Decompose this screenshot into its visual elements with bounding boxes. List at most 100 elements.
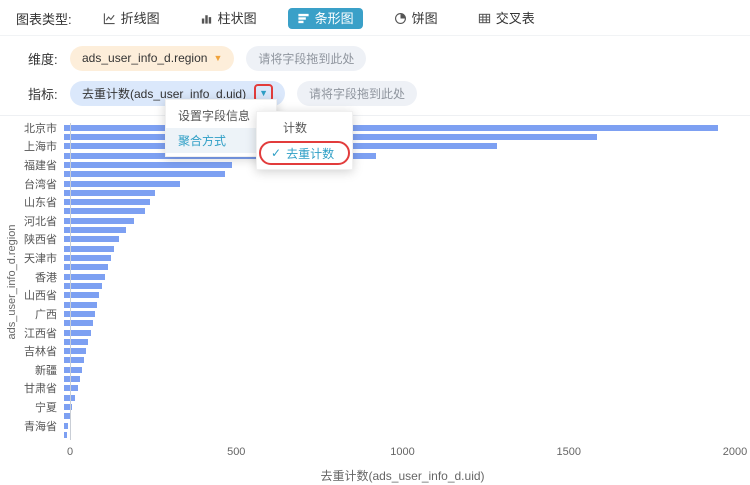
chart-type-button-line-chart[interactable]: 折线图	[94, 8, 169, 29]
menu-item-label: 聚合方式	[178, 134, 227, 148]
bar-row: 宁夏	[0, 402, 735, 414]
bar-row	[0, 151, 735, 160]
y-axis-category-label: 北京市	[24, 122, 57, 135]
bar	[64, 217, 135, 224]
bar-cell	[64, 384, 735, 393]
bar	[64, 422, 69, 429]
bar	[64, 292, 100, 299]
bar	[64, 431, 68, 438]
bar-row	[0, 393, 735, 402]
bar-row: 香港	[0, 272, 735, 284]
chart-type-button-label: 柱状图	[217, 10, 257, 26]
bar-cell	[64, 188, 735, 197]
pie-chart-icon	[394, 12, 407, 25]
y-axis-category-label: 江西省	[24, 327, 57, 340]
chart-type-button-pie-chart[interactable]: 饼图	[385, 8, 447, 29]
dimension-field-name: ads_user_info_d.region	[82, 51, 208, 65]
bar-cell	[64, 207, 735, 216]
chart-type-button-label: 条形图	[314, 10, 354, 26]
line-chart-icon	[103, 12, 116, 25]
horizontal-bar-chart-icon	[297, 12, 310, 25]
measure-label: 指标:	[28, 86, 58, 102]
x-axis-tick-label: 1000	[390, 446, 415, 458]
bar-cell	[64, 179, 735, 188]
bar-cell	[64, 365, 735, 374]
bar-cell	[64, 263, 735, 272]
chart-type-button-label: 饼图	[411, 10, 438, 26]
bar-cell	[64, 123, 735, 132]
bar-row	[0, 244, 735, 253]
chart-type-button-label: 折线图	[120, 10, 160, 26]
submenu-item-label: 计数	[283, 121, 308, 135]
bar-row	[0, 412, 735, 421]
bar-row	[0, 300, 735, 309]
bar	[64, 282, 103, 289]
dimension-row: 维度: ads_user_info_d.region ▼ 请将字段拖到此处	[28, 45, 734, 71]
bar	[64, 385, 79, 392]
bar-row: 天津市	[0, 253, 735, 265]
menu-item-label: 设置字段信息	[178, 109, 251, 123]
submenu-item-highlighted[interactable]: ✓ 去重计数	[259, 141, 351, 165]
y-axis-category-label: 甘肃省	[24, 383, 57, 396]
chart-type-button-column-chart[interactable]: 柱状图	[191, 8, 266, 29]
bar-row: 河北省	[0, 216, 735, 228]
bar-row	[0, 374, 735, 383]
y-axis-category-label: 台湾省	[24, 178, 57, 191]
measure-row: 指标: 去重计数(ads_user_info_d.uid) ▼ 请将字段拖到此处	[28, 80, 734, 106]
bar-cell	[64, 216, 735, 225]
bar-row	[0, 319, 735, 328]
bar	[64, 171, 226, 178]
y-axis-category-label: 青海省	[24, 420, 57, 433]
bar-row: 江西省	[0, 328, 735, 340]
bar-row	[0, 430, 735, 439]
bar-cell	[64, 374, 735, 383]
x-axis-tick-label: 500	[227, 446, 246, 458]
chevron-down-icon[interactable]: ▼	[259, 87, 268, 98]
bar-row: 山西省	[0, 290, 735, 302]
chart-type-button-cross-table[interactable]: 交叉表	[469, 8, 544, 29]
submenu-item[interactable]: 计数	[257, 115, 352, 140]
chart-type-list: 折线图 柱状图 条形图 饼图 交叉表	[94, 7, 544, 29]
bar-cell	[64, 160, 735, 169]
bar-row: 上海市	[0, 141, 735, 153]
bar-row: 台湾省	[0, 179, 735, 191]
chart-type-button-horizontal-bar-chart[interactable]: 条形图	[287, 7, 363, 29]
bar	[64, 189, 155, 196]
y-axis-category-label: 河北省	[24, 215, 57, 228]
bar	[64, 310, 96, 317]
bar	[64, 357, 85, 364]
bar-cell	[64, 393, 735, 402]
bar-row: 山东省	[0, 197, 735, 209]
bar	[64, 264, 108, 271]
chevron-down-icon[interactable]: ▼	[213, 52, 223, 63]
bar	[64, 255, 111, 262]
bar-cell	[64, 412, 735, 421]
bar-cell	[64, 244, 735, 253]
bar-cell	[64, 198, 735, 207]
bar-cell	[64, 421, 735, 430]
bar	[64, 301, 97, 308]
dimension-label: 维度:	[28, 51, 58, 67]
bar-row	[0, 207, 735, 216]
dimension-field-tag[interactable]: ads_user_info_d.region ▼	[70, 45, 235, 71]
bar-row: 陕西省	[0, 234, 735, 246]
y-axis-category-label: 山西省	[24, 290, 57, 303]
bar	[64, 273, 105, 280]
cross-table-icon	[478, 12, 491, 25]
bar-cell	[64, 337, 735, 346]
bar	[64, 208, 145, 215]
bar	[64, 245, 115, 252]
bar-row	[0, 263, 735, 272]
y-axis-line	[70, 123, 71, 440]
menu-item[interactable]: 设置字段信息	[166, 103, 276, 128]
bar	[64, 161, 232, 168]
dimension-drop-zone[interactable]: 请将字段拖到此处	[246, 45, 367, 71]
chart-type-label: 图表类型:	[16, 11, 72, 27]
x-axis-ticks: 0 500 1000 1500 2000	[67, 446, 747, 460]
bar-cell	[64, 319, 735, 328]
measure-drop-zone[interactable]: 请将字段拖到此处	[297, 80, 418, 106]
bar	[64, 227, 127, 234]
bar-cell	[64, 253, 735, 262]
chart-type-toolbar: 图表类型: 折线图 柱状图 条形图 饼图 交叉表	[0, 0, 750, 36]
bar-row: 甘肃省	[0, 383, 735, 395]
